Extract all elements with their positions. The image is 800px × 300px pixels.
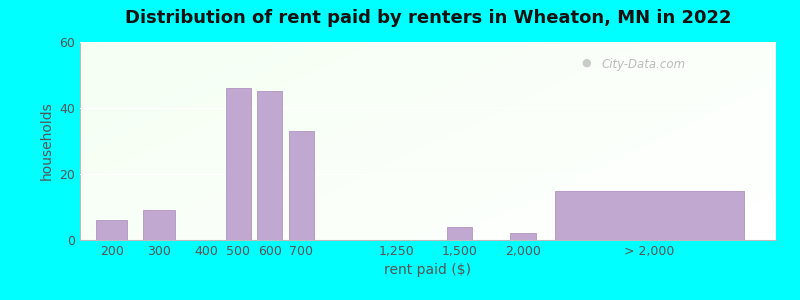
Bar [554,190,744,240]
Text: ●: ● [581,58,591,68]
Text: Distribution of rent paid by renters in Wheaton, MN in 2022: Distribution of rent paid by renters in … [125,9,731,27]
Y-axis label: households: households [40,102,54,180]
Bar [289,131,314,240]
Bar [96,220,127,240]
Text: City-Data.com: City-Data.com [602,58,686,71]
Bar [226,88,251,240]
Bar [257,92,282,240]
Bar [143,210,175,240]
Bar [447,227,472,240]
X-axis label: rent paid ($): rent paid ($) [385,263,471,278]
Bar [510,233,535,240]
